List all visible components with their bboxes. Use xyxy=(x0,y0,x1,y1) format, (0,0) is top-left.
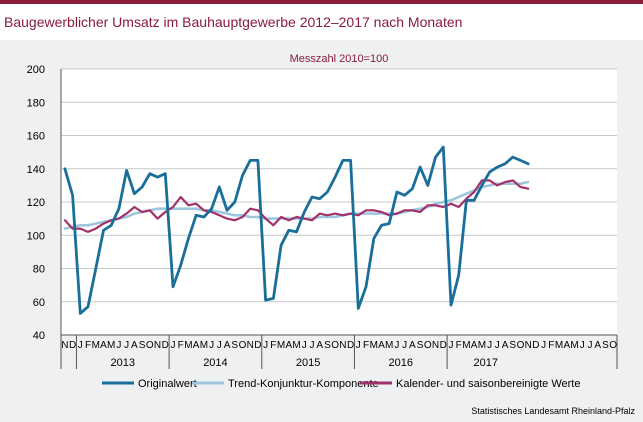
month-tick-label: O xyxy=(239,340,247,351)
year-label: 2017 xyxy=(473,357,497,369)
month-tick-label: A xyxy=(471,340,478,351)
month-tick-label: M xyxy=(385,340,393,351)
month-tick-label: A xyxy=(316,340,323,351)
source-note: Statistisches Landesamt Rheinland-Pfalz xyxy=(471,406,635,416)
y-tick-label: 180 xyxy=(27,97,45,109)
month-tick-label: F xyxy=(270,340,276,351)
month-tick-label: J xyxy=(487,340,492,351)
month-tick-label: O xyxy=(609,340,617,351)
month-tick-label: O xyxy=(517,340,525,351)
month-tick-label: N xyxy=(154,340,161,351)
month-tick-label: J xyxy=(116,340,121,351)
month-tick-label: F xyxy=(363,340,369,351)
month-tick-label: J xyxy=(402,340,407,351)
month-tick-label: M xyxy=(570,340,578,351)
month-tick-label: J xyxy=(448,340,453,351)
month-tick-label: O xyxy=(331,340,339,351)
month-tick-label: J xyxy=(495,340,500,351)
month-tick-label: A xyxy=(224,340,231,351)
month-tick-label: D xyxy=(532,340,539,351)
month-tick-label: M xyxy=(92,340,100,351)
chart-title: Baugewerblicher Umsatz im Bauhauptgewerb… xyxy=(4,14,463,30)
month-tick-label: D xyxy=(254,340,261,351)
month-tick-label: N xyxy=(432,340,439,351)
month-tick-label: J xyxy=(356,340,361,351)
month-tick-label: D xyxy=(347,340,354,351)
legend-label: Originalwert xyxy=(138,378,197,390)
chart-subtitle: Messzahl 2010=100 xyxy=(290,53,389,65)
y-tick-label: 200 xyxy=(27,64,45,76)
month-tick-label: S xyxy=(231,340,238,351)
month-tick-label: M xyxy=(370,340,378,351)
month-tick-label: D xyxy=(440,340,447,351)
month-tick-label: J xyxy=(580,340,585,351)
series-line xyxy=(63,145,530,315)
month-tick-label: N xyxy=(525,340,532,351)
month-tick-label: M xyxy=(200,340,208,351)
month-tick-label: A xyxy=(502,340,509,351)
year-label: 2013 xyxy=(111,357,135,369)
month-tick-label: F xyxy=(456,340,462,351)
month-tick-label: J xyxy=(541,340,546,351)
y-tick-label: 40 xyxy=(33,330,45,342)
month-tick-label: J xyxy=(209,340,214,351)
month-tick-label: M xyxy=(462,340,470,351)
month-tick-label: A xyxy=(594,340,601,351)
month-tick-label: M xyxy=(292,340,300,351)
month-tick-label: J xyxy=(302,340,307,351)
month-tick-label: F xyxy=(548,340,554,351)
month-tick-label: J xyxy=(587,340,592,351)
month-tick-label: M xyxy=(184,340,192,351)
month-tick-label: S xyxy=(139,340,146,351)
month-tick-label: A xyxy=(378,340,385,351)
month-tick-label: N xyxy=(247,340,254,351)
year-label: 2014 xyxy=(203,357,227,369)
month-tick-label: M xyxy=(277,340,285,351)
month-tick-label: J xyxy=(217,340,222,351)
month-tick-label: A xyxy=(409,340,416,351)
y-tick-label: 140 xyxy=(27,164,45,176)
month-tick-label: M xyxy=(107,340,115,351)
month-tick-label: M xyxy=(478,340,486,351)
month-tick-label: F xyxy=(85,340,91,351)
month-tick-label: S xyxy=(324,340,331,351)
series-line xyxy=(63,179,530,233)
month-tick-label: O xyxy=(146,340,154,351)
legend-label: Trend-Konjunktur-Komponente xyxy=(228,378,379,390)
month-tick-label: A xyxy=(131,340,138,351)
month-tick-label: J xyxy=(394,340,399,351)
year-label: 2015 xyxy=(296,357,320,369)
y-tick-label: 100 xyxy=(27,230,45,242)
month-tick-label: D xyxy=(162,340,169,351)
month-tick-label: D xyxy=(69,340,76,351)
month-tick-label: A xyxy=(285,340,292,351)
month-tick-label: J xyxy=(78,340,83,351)
month-tick-label: F xyxy=(178,340,184,351)
month-tick-label: A xyxy=(193,340,200,351)
header-rule xyxy=(0,0,643,4)
month-tick-label: S xyxy=(602,340,609,351)
month-tick-label: O xyxy=(424,340,432,351)
month-tick-label: M xyxy=(555,340,563,351)
month-tick-label: A xyxy=(100,340,107,351)
month-tick-label: N xyxy=(61,340,68,351)
month-tick-label: J xyxy=(124,340,129,351)
legend-label: Kalender- und saisonbereinigte Werte xyxy=(396,378,580,390)
y-tick-label: 80 xyxy=(33,264,45,276)
y-tick-label: 160 xyxy=(27,131,45,143)
y-tick-label: 60 xyxy=(33,297,45,309)
year-label: 2016 xyxy=(389,357,413,369)
month-tick-label: S xyxy=(509,340,516,351)
month-tick-label: J xyxy=(263,340,268,351)
month-tick-label: N xyxy=(339,340,346,351)
month-tick-label: A xyxy=(563,340,570,351)
month-tick-label: J xyxy=(309,340,314,351)
month-tick-label: S xyxy=(417,340,424,351)
month-tick-label: J xyxy=(170,340,175,351)
y-tick-label: 120 xyxy=(27,197,45,209)
